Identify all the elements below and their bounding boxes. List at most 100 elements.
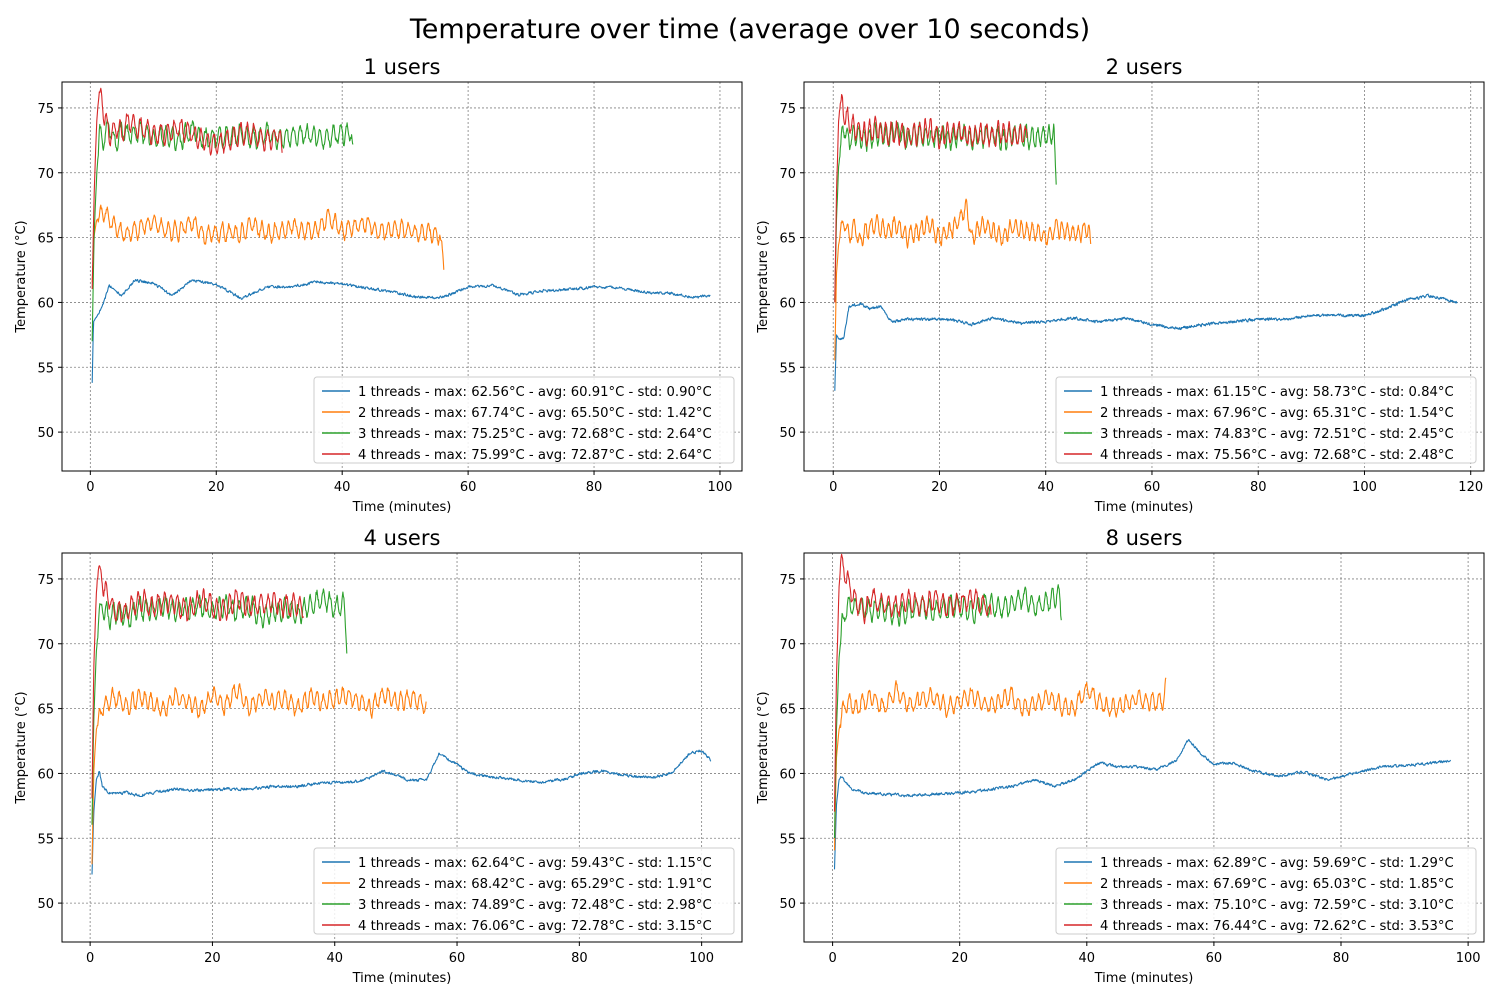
legend-box (313, 376, 735, 464)
y-tick-label: 75 (37, 573, 54, 588)
series-line-1-threads (91, 278, 711, 383)
series-group (91, 565, 712, 875)
y-axis-label: Temperature (°C) (756, 691, 771, 804)
x-tick-label: 40 (1037, 480, 1054, 495)
y-tick-label: 60 (37, 296, 54, 311)
y-tick-label: 55 (779, 361, 796, 376)
legend: 1 threads - max: 62.64°C - avg: 59.43°C … (313, 847, 735, 935)
x-tick-label: 60 (449, 951, 466, 966)
axes-frame (61, 552, 743, 943)
x-axis-label: Time (minutes) (352, 500, 452, 515)
legend-entry: 3 threads - max: 74.89°C - avg: 72.48°C … (358, 898, 712, 913)
series-line-4-threads (834, 93, 1028, 303)
series-line-3-threads (91, 588, 348, 825)
x-tick-label: 0 (829, 480, 837, 495)
series-line-1-threads (91, 749, 712, 875)
legend-box (313, 847, 735, 935)
x-tick-label: 40 (326, 951, 343, 966)
legend: 1 threads - max: 62.56°C - avg: 60.91°C … (313, 376, 735, 464)
y-tick-label: 65 (37, 232, 54, 247)
x-tick-label: 20 (208, 480, 225, 495)
subplot-1: 0 20 40 60 80 100 50 55 60 65 70 75 1 users Time (min… (14, 55, 743, 515)
y-tick-label: 50 (37, 426, 54, 441)
series-line-3-threads (834, 121, 1057, 302)
x-tick-label: 60 (460, 480, 477, 495)
legend-entry: 3 threads - max: 74.83°C - avg: 72.51°C … (1100, 427, 1454, 442)
axes-frame (803, 552, 1485, 943)
x-tick-label: 40 (334, 480, 351, 495)
series-group (91, 87, 711, 383)
series-line-3-threads (833, 584, 1062, 839)
y-tick-label: 55 (779, 832, 796, 847)
y-tick-label: 55 (37, 832, 54, 847)
legend: 1 threads - max: 62.89°C - avg: 59.69°C … (1055, 847, 1477, 935)
x-tick-label: 80 (586, 480, 603, 495)
legend-entry: 2 threads - max: 68.42°C - avg: 65.29°C … (358, 877, 712, 892)
x-tick-label: 20 (931, 480, 948, 495)
y-tick-label: 70 (779, 167, 796, 182)
series-line-2-threads (834, 198, 1092, 361)
legend-entry: 3 threads - max: 75.10°C - avg: 72.59°C … (1100, 898, 1454, 913)
x-tick-label: 20 (951, 951, 968, 966)
subplot-title: 4 users (364, 526, 441, 550)
y-tick-label: 55 (37, 361, 54, 376)
subplot-title: 8 users (1106, 526, 1183, 550)
y-tick-label: 70 (37, 638, 54, 653)
legend-entry: 2 threads - max: 67.74°C - avg: 65.50°C … (358, 406, 712, 421)
series-line-2-threads (91, 683, 427, 865)
y-tick-label: 75 (779, 102, 796, 117)
x-tick-label: 60 (1144, 480, 1161, 495)
legend-entry: 4 threads - max: 75.56°C - avg: 72.68°C … (1100, 448, 1454, 463)
x-tick-label: 0 (828, 951, 836, 966)
legend-entry: 1 threads - max: 62.89°C - avg: 59.69°C … (1100, 856, 1454, 871)
series-line-2-threads (91, 204, 445, 283)
subplot-title: 2 users (1106, 55, 1183, 79)
subplot-2: 0 20 40 60 80 100 120 50 55 60 65 70 75 2 users Time (… (756, 55, 1485, 515)
x-axis-label: Time (minutes) (1094, 500, 1194, 515)
legend-entry: 4 threads - max: 76.44°C - avg: 72.62°C … (1100, 919, 1454, 934)
subplot-4: 0 20 40 60 80 100 50 55 60 65 70 75 8 users Time (min… (756, 526, 1485, 986)
legend-entry: 1 threads - max: 62.64°C - avg: 59.43°C … (358, 856, 712, 871)
y-axis-label: Temperature (°C) (14, 691, 29, 804)
legend-box (1055, 376, 1477, 464)
axes-frame (803, 81, 1485, 472)
y-tick-label: 75 (37, 102, 54, 117)
subplot-title: 1 users (364, 55, 441, 79)
y-tick-label: 65 (779, 232, 796, 247)
x-tick-label: 80 (571, 951, 588, 966)
x-tick-label: 100 (1456, 951, 1481, 966)
subplot-3: 0 20 40 60 80 100 50 55 60 65 70 75 4 users Time (min… (14, 526, 743, 986)
y-tick-label: 50 (37, 897, 54, 912)
x-tick-label: 80 (1333, 951, 1350, 966)
legend-entry: 1 threads - max: 62.56°C - avg: 60.91°C … (358, 385, 712, 400)
x-tick-label: 60 (1206, 951, 1223, 966)
x-tick-label: 100 (689, 951, 714, 966)
legend-box (1055, 847, 1477, 935)
y-tick-label: 50 (779, 426, 796, 441)
series-line-4-threads (91, 87, 283, 290)
y-axis-label: Temperature (°C) (14, 220, 29, 333)
series-group (833, 553, 1452, 870)
y-tick-label: 70 (37, 167, 54, 182)
y-tick-label: 65 (779, 703, 796, 718)
legend-entry: 1 threads - max: 61.15°C - avg: 58.73°C … (1100, 385, 1454, 400)
y-tick-label: 60 (37, 767, 54, 782)
x-tick-label: 0 (86, 951, 94, 966)
y-tick-label: 70 (779, 638, 796, 653)
legend-entry: 3 threads - max: 75.25°C - avg: 72.68°C … (358, 427, 712, 442)
legend-entry: 4 threads - max: 76.06°C - avg: 72.78°C … (358, 919, 712, 934)
y-tick-label: 50 (779, 897, 796, 912)
series-line-4-threads (833, 553, 992, 812)
x-tick-label: 20 (204, 951, 221, 966)
series-line-1-threads (833, 738, 1452, 870)
legend-entry: 4 threads - max: 75.99°C - avg: 72.87°C … (358, 448, 712, 463)
x-tick-label: 0 (86, 480, 94, 495)
series-line-4-threads (91, 565, 305, 799)
y-axis-label: Temperature (°C) (756, 220, 771, 333)
x-tick-label: 40 (1079, 951, 1096, 966)
legend-entry: 2 threads - max: 67.69°C - avg: 65.03°C … (1100, 877, 1454, 892)
series-line-2-threads (833, 677, 1167, 851)
y-tick-label: 75 (779, 573, 796, 588)
y-tick-label: 65 (37, 703, 54, 718)
